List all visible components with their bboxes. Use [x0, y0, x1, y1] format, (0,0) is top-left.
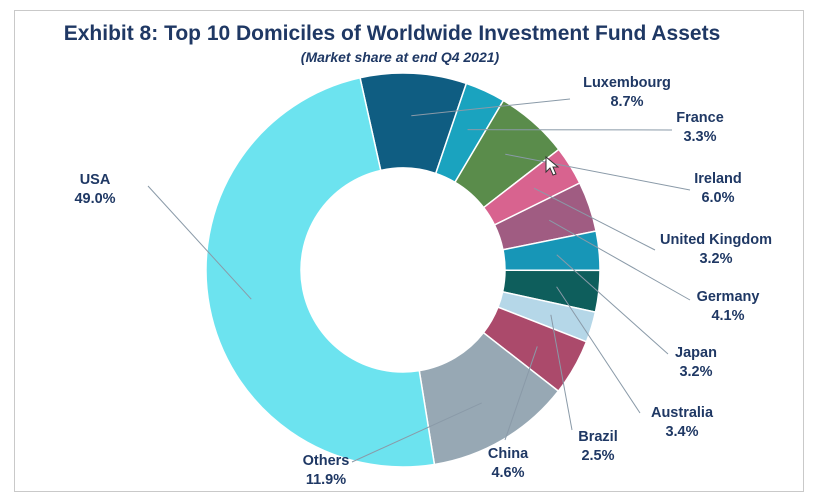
label-name-china: China: [488, 446, 529, 462]
leader-lines: [147, 98, 691, 463]
leader-line-united-kingdom: [533, 187, 656, 251]
leader-line-luxembourg: [411, 98, 571, 117]
slice-usa: [205, 76, 436, 468]
chart-subtitle: (Market share at end Q4 2021): [301, 49, 500, 65]
label-name-germany: Germany: [697, 289, 760, 305]
mouse-cursor-icon: [545, 155, 560, 176]
leader-line-others: [351, 402, 482, 463]
label-name-australia: Australia: [651, 405, 714, 421]
leader-line-brazil: [550, 314, 573, 431]
slice-group: [205, 72, 601, 468]
label-name-brazil: Brazil: [578, 429, 618, 445]
label-name-japan: Japan: [675, 345, 717, 361]
label-value-united-kingdom: 3.2%: [699, 251, 732, 267]
label-value-brazil: 2.5%: [581, 448, 614, 464]
label-value-ireland: 6.0%: [701, 190, 734, 206]
label-name-united-kingdom: United Kingdom: [660, 232, 772, 248]
leader-line-japan: [556, 254, 669, 355]
label-value-others: 11.9%: [306, 472, 346, 488]
leader-line-usa: [147, 185, 252, 300]
leader-line-ireland: [505, 153, 691, 191]
label-name-luxembourg: Luxembourg: [583, 75, 671, 91]
label-value-china: 4.6%: [491, 465, 524, 481]
leader-line-germany: [548, 219, 691, 301]
label-value-france: 3.3%: [683, 129, 716, 145]
label-value-usa: 49.0%: [74, 191, 115, 207]
label-value-australia: 3.4%: [665, 424, 698, 440]
label-name-france: France: [676, 110, 724, 126]
label-value-luxembourg: 8.7%: [610, 94, 643, 110]
leader-line-china: [504, 346, 538, 441]
label-name-usa: USA: [80, 172, 111, 188]
label-value-japan: 3.2%: [679, 364, 712, 380]
label-name-ireland: Ireland: [694, 171, 742, 187]
label-name-others: Others: [303, 453, 350, 469]
chart-title: Exhibit 8: Top 10 Domiciles of Worldwide…: [64, 22, 721, 45]
leader-line-australia: [556, 286, 641, 414]
label-value-germany: 4.1%: [711, 308, 744, 324]
label-group: Luxembourg 8.7% France 3.3% Ireland 6.0% Unite…: [74, 75, 772, 488]
